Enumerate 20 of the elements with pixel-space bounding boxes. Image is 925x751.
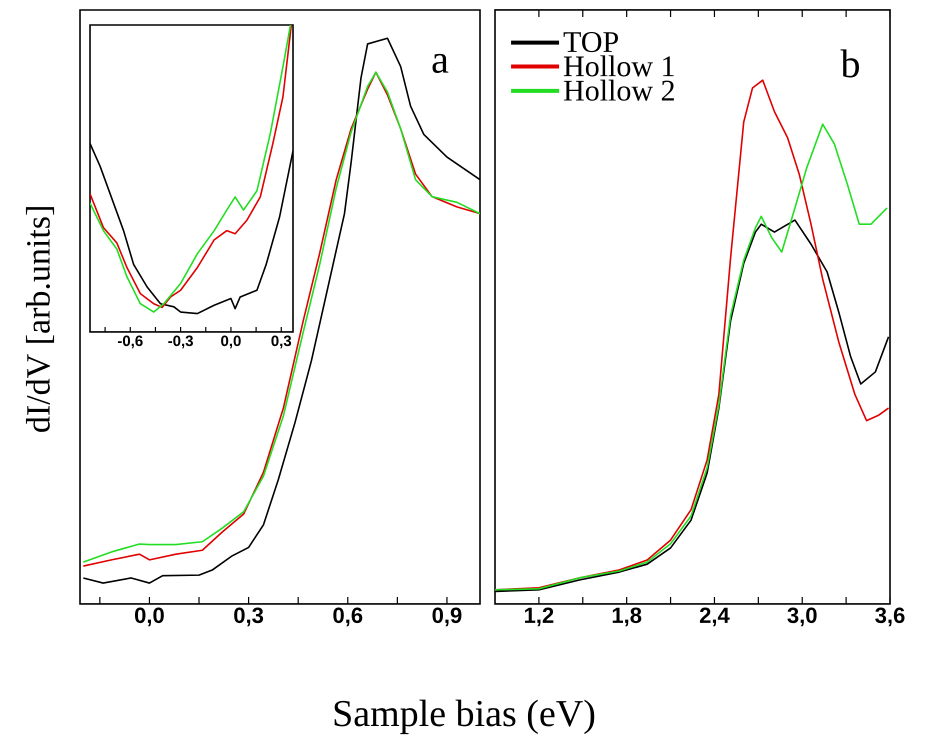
x-tick-label: 1,2	[524, 608, 554, 626]
legend-label: TOP	[564, 32, 618, 52]
annotation: a	[432, 54, 448, 74]
legend-label: Hollow 2	[564, 80, 674, 101]
x-tick-label: 0,3	[234, 608, 264, 626]
x-tick-label: 3,0	[787, 608, 817, 626]
x-tick-label: 0,6	[333, 608, 362, 626]
legend-label: Hollow 1	[564, 55, 674, 76]
x-tick-label: -0,3	[168, 336, 193, 348]
x-tick-label: -0,6	[118, 336, 143, 348]
x-tick-label: 3,6	[875, 608, 905, 626]
x-tick-label: 1,8	[612, 608, 642, 626]
x-tick-label: 0,0	[221, 336, 241, 348]
x-tick-label: 0,0	[135, 608, 164, 626]
y-axis-title: dI/dV [arb.units]	[26, 207, 54, 432]
x-tick-label: 0,9	[432, 608, 462, 626]
x-tick-label: 0,3	[271, 336, 292, 348]
text: b	[840, 49, 859, 78]
x-tick-label: 2,4	[700, 608, 730, 626]
x-axis-title: Sample bias (eV)	[334, 700, 594, 734]
